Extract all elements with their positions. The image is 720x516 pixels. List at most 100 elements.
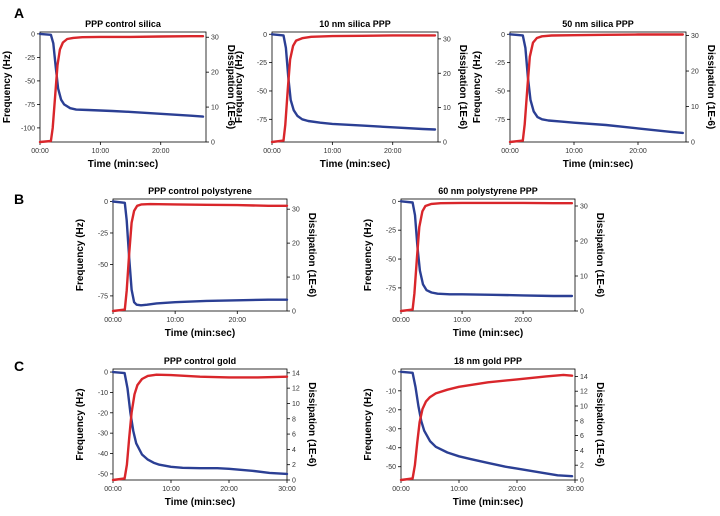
y-axis-label: Frequency (Hz) (363, 388, 374, 460)
chart-5: 60 nm polystyrene PPP 0 -25 -50 -75 0 10 20 30 00… (363, 186, 605, 339)
y-tick-label: -75 (257, 117, 267, 124)
x-axis-label: Time (min:sec) (165, 497, 235, 508)
x-tick-label: 30:00 (566, 486, 584, 493)
y2-tick-label: 30 (443, 36, 451, 43)
y2-tick-label: 6 (580, 433, 584, 440)
x-tick-label: 20:00 (384, 148, 402, 155)
y2-tick-label: 10 (211, 105, 219, 112)
chart-title: 50 nm silica PPP (562, 19, 634, 29)
dissipation-series-line (399, 373, 574, 482)
dissipation-series-line (508, 33, 684, 144)
y-tick-label: -20 (98, 410, 108, 417)
y2-tick-label: 30 (580, 204, 588, 211)
chart-3: 50 nm silica PPP 0 -25 -50 -75 0 10 20 30 00:00 10… (472, 19, 716, 170)
y-tick-label: -75 (386, 285, 396, 292)
plot-frame (400, 368, 576, 481)
x-tick-label: 20:00 (229, 317, 247, 324)
plot-frame (509, 31, 687, 143)
chart-title: 10 nm silica PPP (319, 19, 391, 29)
y-axis-label: Frequency (Hz) (75, 219, 86, 291)
x-tick-label: 30:00 (278, 486, 296, 493)
dissipation-series-line (399, 201, 574, 313)
y2-tick-label: 4 (292, 447, 296, 454)
y-tick-label: -30 (386, 426, 396, 433)
y2-axis-label: Dissipation (1E-6) (306, 382, 317, 466)
frequency-series-line (399, 200, 574, 298)
y2-axis-label: Dissipation (1E-6) (457, 45, 468, 129)
y-tick-label: 0 (501, 32, 505, 39)
panel-label-a: A (14, 5, 24, 21)
y2-tick-label: 12 (292, 386, 300, 393)
x-axis-label: Time (min:sec) (453, 328, 523, 339)
y2-tick-label: 0 (580, 478, 584, 485)
frequency-series-line (270, 33, 437, 131)
frequency-series-line (399, 370, 574, 478)
chart-title: 60 nm polystyrene PPP (438, 186, 538, 196)
y-tick-label: -10 (386, 388, 396, 395)
y2-tick-label: 10 (292, 401, 300, 408)
x-tick-label: 10:00 (166, 317, 184, 324)
x-axis-label: Time (min:sec) (320, 159, 390, 170)
y-tick-label: -10 (98, 390, 108, 397)
y-tick-label: 0 (104, 199, 108, 206)
x-tick-label: 00:00 (392, 486, 410, 493)
dissipation-series-line (111, 202, 289, 313)
plot-frame (112, 198, 288, 312)
panel-label-b: B (14, 191, 24, 207)
y2-tick-label: 12 (580, 389, 588, 396)
x-tick-label: 20:00 (629, 148, 647, 155)
dissipation-series-line (270, 34, 437, 144)
y2-tick-label: 20 (443, 71, 451, 78)
y-tick-label: -75 (495, 117, 505, 124)
y-tick-label: -100 (21, 125, 35, 132)
y2-tick-label: 10 (580, 274, 588, 281)
y-tick-label: -25 (257, 60, 267, 67)
y2-tick-label: 0 (211, 140, 215, 147)
y2-tick-label: 10 (691, 104, 699, 111)
y-tick-label: -25 (386, 228, 396, 235)
y-tick-label: -40 (386, 445, 396, 452)
plot-frame (400, 198, 576, 312)
y2-tick-label: 20 (691, 69, 699, 76)
y2-tick-label: 30 (691, 33, 699, 40)
y2-tick-label: 0 (292, 309, 296, 316)
x-axis-label: Time (min:sec) (453, 497, 523, 508)
y-tick-label: -50 (257, 88, 267, 95)
y-tick-label: 0 (392, 199, 396, 206)
y-tick-label: -50 (98, 262, 108, 269)
y2-axis-label: Dissipation (1E-6) (225, 45, 236, 129)
x-tick-label: 00:00 (31, 148, 49, 155)
chart-title: PPP control silica (85, 19, 162, 29)
y-tick-label: -50 (25, 78, 35, 85)
y2-tick-label: 6 (292, 432, 296, 439)
y-tick-label: -20 (386, 407, 396, 414)
y2-tick-label: 0 (292, 478, 296, 485)
y2-tick-label: 8 (292, 416, 296, 423)
y-tick-label: 0 (392, 369, 396, 376)
y2-axis-label: Dissipation (1E-6) (594, 382, 605, 466)
y-tick-label: -50 (495, 88, 505, 95)
y-tick-label: -50 (386, 464, 396, 471)
y2-tick-label: 10 (292, 275, 300, 282)
chart-2: 10 nm silica PPP 0 -25 -50 -75 0 10 20 30 00:00 10… (234, 19, 468, 170)
y2-tick-label: 20 (292, 241, 300, 248)
chart-title: PPP control gold (164, 356, 236, 366)
x-tick-label: 20:00 (152, 148, 170, 155)
x-tick-label: 20:00 (514, 317, 532, 324)
y-tick-label: -75 (25, 102, 35, 109)
y-tick-label: -50 (386, 257, 396, 264)
y-axis-label: Frequency (Hz) (472, 51, 483, 123)
y-tick-label: -25 (495, 60, 505, 67)
x-tick-label: 20:00 (508, 486, 526, 493)
y-tick-label: -50 (98, 471, 108, 478)
x-tick-label: 00:00 (392, 317, 410, 324)
x-axis-label: Time (min:sec) (165, 328, 235, 339)
y-axis-label: Frequency (Hz) (75, 388, 86, 460)
y-tick-label: -75 (98, 293, 108, 300)
y-axis-label: Frequency (Hz) (234, 51, 245, 123)
x-tick-label: 00:00 (104, 486, 122, 493)
x-tick-label: 00:00 (263, 148, 281, 155)
x-axis-label: Time (min:sec) (563, 159, 633, 170)
y2-tick-label: 10 (443, 105, 451, 112)
x-tick-label: 10:00 (450, 486, 468, 493)
